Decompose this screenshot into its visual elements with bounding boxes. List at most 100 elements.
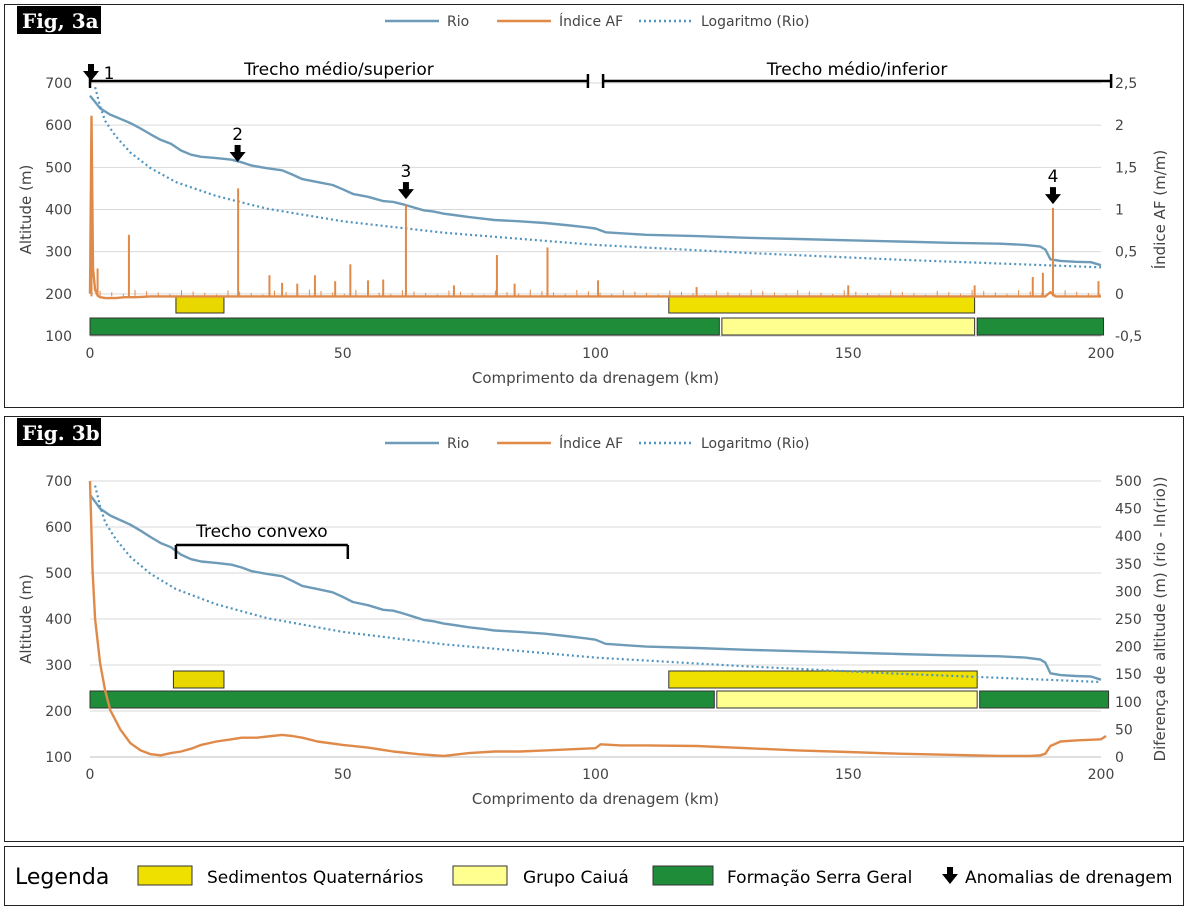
figure-3a-panel: Fig, 3a 100 200 300 400 500 600 700 0 50 100 150 200… xyxy=(4,4,1184,408)
y-tick-label: 100 xyxy=(45,750,72,766)
x-tick-label: 150 xyxy=(835,346,862,362)
anomaly-arrow-down-icon xyxy=(1044,187,1061,205)
fig-label: Fig. 3b xyxy=(22,421,100,445)
series-line-logaritmo-rio- xyxy=(94,86,1102,269)
y-tick-label: 300 xyxy=(45,658,72,674)
y-tick-label: 600 xyxy=(45,520,72,536)
y2-tick-label: 0 xyxy=(1115,287,1124,303)
y2-tick-label: 50 xyxy=(1115,722,1133,738)
y-tick-label: 200 xyxy=(45,287,72,303)
y-tick-label: 400 xyxy=(45,203,72,219)
y2-tick-label: 100 xyxy=(1115,695,1142,711)
legend-entry: Rio xyxy=(447,14,469,30)
y2-tick-label: 250 xyxy=(1115,612,1142,628)
y-axis-title: Altitude (m) xyxy=(17,165,35,255)
y-tick-label: 500 xyxy=(45,566,72,582)
geology-bar-caiua xyxy=(721,317,976,336)
y2-tick-label: 2 xyxy=(1115,118,1124,134)
x-tick-label: 50 xyxy=(334,767,352,783)
series-line--ndice-af xyxy=(88,115,1101,300)
geology-bar-serra-geral xyxy=(976,317,1105,336)
y2-tick-label: 1,5 xyxy=(1115,160,1137,176)
geology-bar-sed-quat-a xyxy=(175,295,225,314)
y2-tick-label: 450 xyxy=(1115,502,1142,518)
x-tick-label: 50 xyxy=(334,346,352,362)
geology-bar-sed-quat xyxy=(668,295,976,314)
y2-tick-label: 150 xyxy=(1115,667,1142,683)
y-tick-label: 100 xyxy=(45,329,72,345)
anomaly-label: 4 xyxy=(1048,167,1059,187)
figure-3b-panel: Fig. 3b 100 200 300 400 500 600 700 0 50 100 150 200… xyxy=(4,416,1184,842)
fig-label: Fig, 3a xyxy=(22,9,99,33)
legend-graphic: Legenda Sedimentos Quaternários Grupo Ca… xyxy=(15,865,1172,890)
x-tick-label: 100 xyxy=(582,346,609,362)
x-axis-title: Comprimento da drenagem (km) xyxy=(472,790,719,808)
y2-tick-label: 200 xyxy=(1115,640,1142,656)
y-tick-label: 700 xyxy=(45,474,72,490)
geology-bar-sed-quat-a xyxy=(172,670,225,689)
legend-arrow-down-icon xyxy=(942,867,958,884)
y2-tick-label: 400 xyxy=(1115,529,1142,545)
arrow-head xyxy=(397,189,414,200)
y2-tick-label: 350 xyxy=(1115,557,1142,573)
y2-axis-title: Diferença de altitude (m) (rio - ln(rio)… xyxy=(1151,477,1169,762)
y-tick-label: 500 xyxy=(45,160,72,176)
y-tick-label: 400 xyxy=(45,612,72,628)
y2-tick-label: 500 xyxy=(1115,474,1142,490)
anomaly-arrow-down-icon xyxy=(229,144,246,162)
legend-swatch-caiua xyxy=(452,865,508,886)
y-axis-title: Altitude (m) xyxy=(17,574,35,664)
legend-entry: Logaritmo (Rio) xyxy=(701,14,809,30)
legend-label-sed-quat: Sedimentos Quaternários xyxy=(207,868,424,888)
y-tick-label: 600 xyxy=(45,118,72,134)
anomaly-label: 3 xyxy=(401,162,412,182)
bracket-label: Trecho médio/superior xyxy=(243,60,434,80)
legend-swatch-serra-geral xyxy=(652,865,714,886)
geology-bar-serra-geral xyxy=(979,690,1110,709)
y2-tick-label: -0,5 xyxy=(1115,329,1142,345)
legend-entry: Rio xyxy=(447,436,469,452)
legend-label-caiua: Grupo Caiuá xyxy=(523,868,629,888)
bracket-label: Trecho médio/inferior xyxy=(766,60,948,80)
legend-label-serra-geral: Formação Serra Geral xyxy=(727,868,912,888)
y2-axis-title: Índice AF (m/m) xyxy=(1150,150,1169,270)
legend-panel: Legenda Sedimentos Quaternários Grupo Ca… xyxy=(4,846,1184,906)
x-tick-label: 200 xyxy=(1088,346,1115,362)
x-tick-label: 200 xyxy=(1088,767,1115,783)
series-line-logaritmo-rio- xyxy=(94,485,1102,684)
arrow-stem xyxy=(1049,187,1056,196)
legend-entry: Índice AF xyxy=(559,13,623,30)
geology-bar-serra-geral xyxy=(89,690,715,709)
fig-label-bg xyxy=(17,418,101,446)
legend-title: Legenda xyxy=(15,865,109,890)
y-tick-label: 700 xyxy=(45,76,72,92)
y2-tick-label: 1 xyxy=(1115,203,1124,219)
arrow-head xyxy=(83,71,100,81)
legend-label-anomalias: Anomalias de drenagem xyxy=(965,868,1172,888)
legend-entry: Índice AF xyxy=(559,435,623,452)
arrow-stem xyxy=(88,64,95,72)
y-tick-label: 200 xyxy=(45,704,72,720)
y2-tick-label: 0,5 xyxy=(1115,245,1137,261)
series-line-rio xyxy=(89,94,1102,267)
geology-bar-serra-geral xyxy=(89,317,720,336)
legend-entry: Logaritmo (Rio) xyxy=(701,436,809,452)
anomaly-label: 2 xyxy=(232,125,243,145)
x-tick-label: 0 xyxy=(86,346,95,362)
arrow-stem xyxy=(402,182,409,191)
geology-bar-caiua xyxy=(716,690,978,709)
legend-swatch-sed-quat xyxy=(137,865,193,886)
x-tick-label: 100 xyxy=(582,767,609,783)
anomaly-arrow-down-icon xyxy=(397,182,414,200)
anomaly-arrow-down-icon xyxy=(83,64,100,81)
y2-tick-label: 0 xyxy=(1115,750,1124,766)
series-line-rio xyxy=(89,494,1102,681)
y2-tick-label: 300 xyxy=(1115,584,1142,600)
anomaly-label: 1 xyxy=(104,64,115,84)
x-tick-label: 150 xyxy=(835,767,862,783)
x-tick-label: 0 xyxy=(86,767,95,783)
x-axis-title: Comprimento da drenagem (km) xyxy=(472,369,719,387)
arrow-head xyxy=(1044,194,1061,205)
